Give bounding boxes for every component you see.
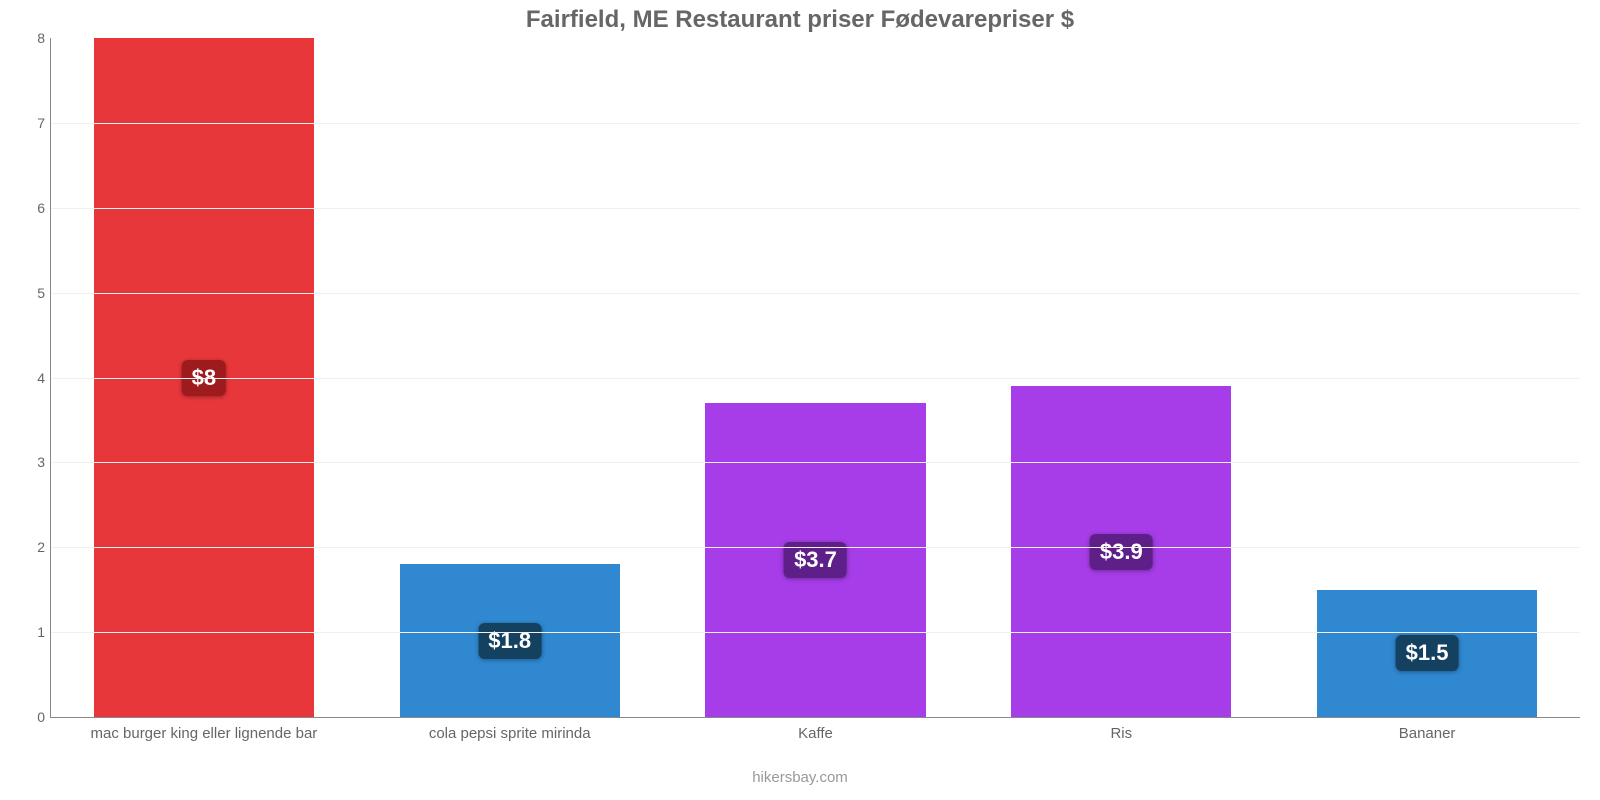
gridline bbox=[51, 632, 1580, 633]
ytick-label: 0 bbox=[37, 709, 51, 725]
ytick-label: 1 bbox=[37, 624, 51, 640]
gridline bbox=[51, 378, 1580, 379]
value-badge: $1.8 bbox=[478, 623, 541, 659]
gridline bbox=[51, 462, 1580, 463]
xtick-label: Bananer bbox=[1274, 717, 1580, 742]
ytick-label: 6 bbox=[37, 200, 51, 216]
ytick-label: 5 bbox=[37, 285, 51, 301]
xtick-label: mac burger king eller lignende bar bbox=[51, 717, 357, 742]
xtick-label: Kaffe bbox=[663, 717, 969, 742]
gridline bbox=[51, 208, 1580, 209]
xtick-label: cola pepsi sprite mirinda bbox=[357, 717, 663, 742]
ytick-label: 2 bbox=[37, 539, 51, 555]
ytick-label: 8 bbox=[37, 30, 51, 46]
credit-label: hikersbay.com bbox=[0, 769, 1600, 786]
plot-area: $8mac burger king eller lignende bar$1.8… bbox=[50, 38, 1580, 718]
value-badge: $3.9 bbox=[1090, 534, 1153, 570]
value-badge: $1.5 bbox=[1396, 635, 1459, 671]
gridline bbox=[51, 547, 1580, 548]
gridline bbox=[51, 293, 1580, 294]
gridline bbox=[51, 123, 1580, 124]
ytick-label: 4 bbox=[37, 370, 51, 386]
ytick-label: 3 bbox=[37, 454, 51, 470]
chart-title: Fairfield, ME Restaurant priser Fødevare… bbox=[0, 6, 1600, 34]
ytick-label: 7 bbox=[37, 115, 51, 131]
price-bar-chart: Fairfield, ME Restaurant priser Fødevare… bbox=[0, 0, 1600, 800]
xtick-label: Ris bbox=[968, 717, 1274, 742]
